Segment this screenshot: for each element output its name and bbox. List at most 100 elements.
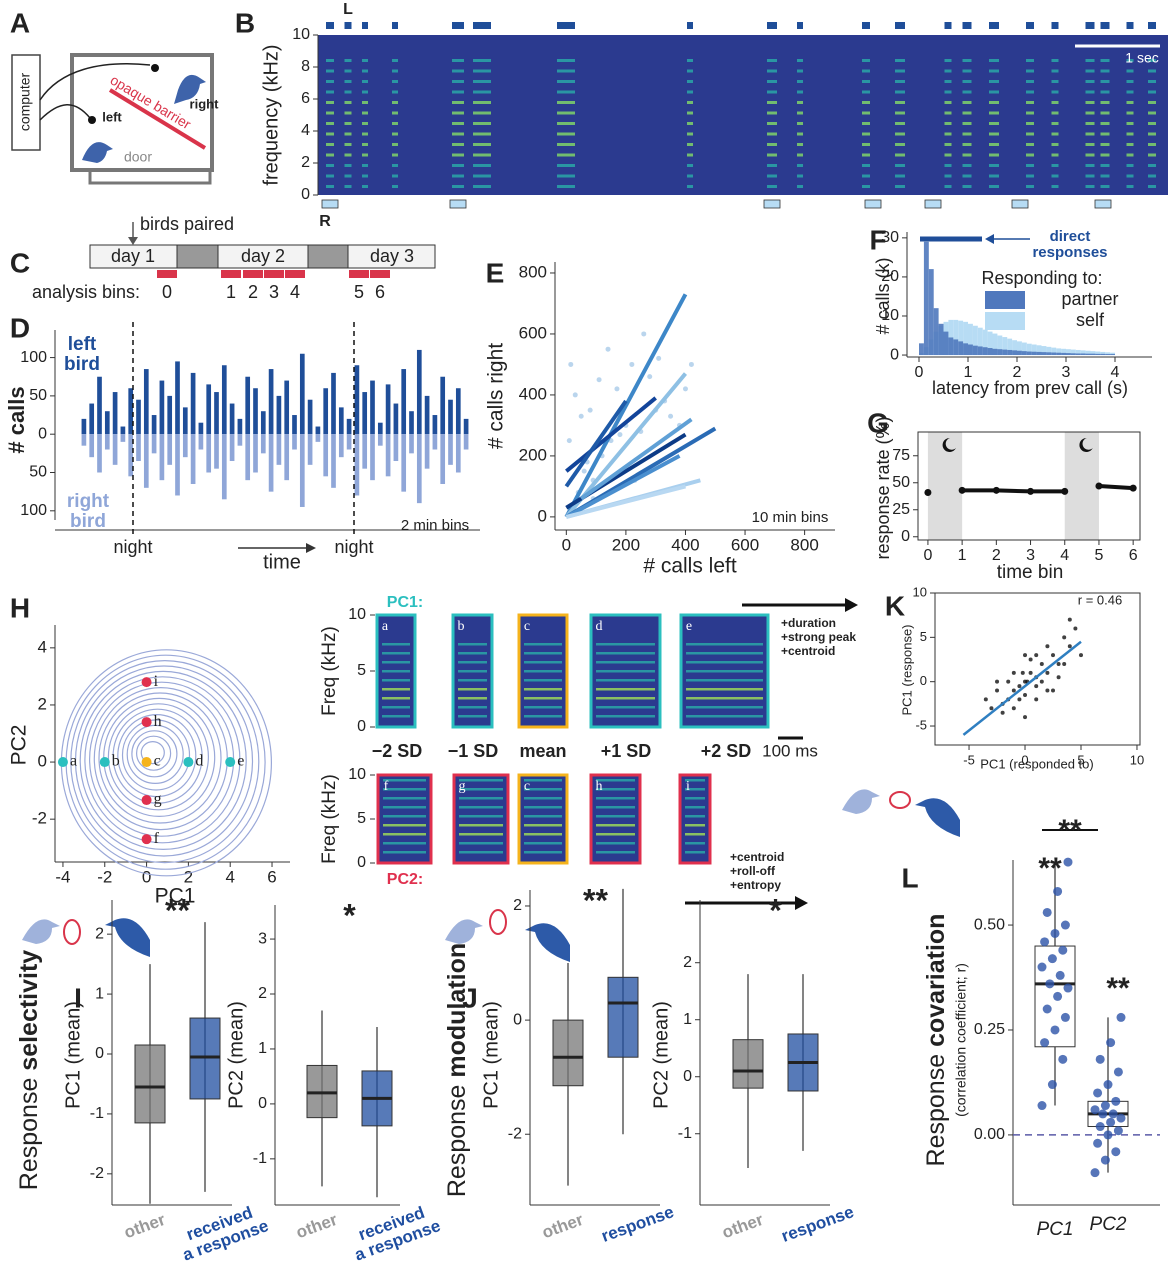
- hist-bar: [1090, 353, 1096, 356]
- harmonic: [944, 132, 952, 136]
- hist-bar: [1012, 340, 1018, 356]
- title-part: Response: [443, 1078, 471, 1198]
- scale-label: 1 sec: [1125, 50, 1158, 66]
- harmonic: [326, 122, 334, 125]
- point: [668, 413, 674, 419]
- call-marker: [1100, 22, 1110, 29]
- harmonic: [1148, 59, 1156, 62]
- harmonic: [326, 164, 334, 167]
- hist-bar: [963, 321, 969, 356]
- bar: [463, 418, 469, 435]
- harmonic: [1100, 59, 1110, 62]
- harmonic: [944, 153, 952, 157]
- harmonic: [344, 69, 352, 73]
- harmonic: [392, 122, 398, 125]
- harmonic: [344, 132, 352, 136]
- panel-letter: G: [867, 407, 889, 438]
- hist-bar: [1056, 352, 1062, 356]
- call-marker: [862, 22, 870, 29]
- call-marker: [763, 199, 781, 209]
- y-tick-label: -2: [508, 1125, 522, 1142]
- point: [995, 688, 1000, 693]
- harmonic: [383, 842, 426, 845]
- harmonic: [524, 679, 562, 682]
- schematic-label: right: [190, 96, 220, 111]
- y-tick-label: 2: [513, 897, 522, 914]
- harmonic: [458, 679, 487, 682]
- point-label: f: [154, 830, 160, 847]
- harmonic: [797, 164, 803, 167]
- harmonic: [1126, 122, 1134, 125]
- harmonic: [962, 101, 972, 104]
- mean-point: [924, 488, 932, 496]
- bar: [229, 434, 235, 462]
- call-marker: [326, 22, 334, 29]
- harmonic: [1051, 122, 1059, 125]
- call-marker: [1126, 22, 1134, 29]
- category-label: response: [599, 1202, 677, 1246]
- y-tick-label: 0: [95, 1045, 104, 1062]
- fit-line: [565, 454, 681, 519]
- hist-bar: [953, 319, 959, 356]
- harmonic: [1148, 143, 1156, 146]
- harmonic: [1126, 90, 1134, 94]
- bar: [432, 415, 438, 435]
- point: [1040, 937, 1050, 947]
- category-label: other: [539, 1210, 586, 1243]
- panel-letter: L: [901, 862, 918, 893]
- contour: [131, 730, 178, 778]
- harmonic: [962, 164, 972, 167]
- point: [1045, 979, 1055, 989]
- harmonic: [1100, 90, 1110, 94]
- mic: [88, 116, 96, 124]
- hist-bar: [992, 333, 998, 356]
- harmonic: [862, 143, 870, 146]
- harmonic: [362, 111, 368, 115]
- hist-bar: [1075, 349, 1081, 356]
- panel-letter: H: [10, 592, 30, 623]
- example-label: b: [458, 619, 465, 634]
- hist-bar: [1056, 348, 1062, 356]
- bar: [89, 434, 95, 458]
- harmonic: [557, 143, 575, 146]
- point: [572, 392, 578, 398]
- harmonic: [1051, 90, 1059, 94]
- harmonic: [1026, 185, 1034, 188]
- y-tick-label: 75: [892, 447, 910, 464]
- text-line: right: [67, 491, 110, 512]
- harmonic: [1100, 69, 1110, 73]
- harmonic: [326, 69, 334, 73]
- bird-icon: [105, 918, 150, 957]
- harmonic: [1051, 164, 1059, 167]
- sd-label: mean: [519, 741, 566, 761]
- harmonic: [459, 815, 503, 818]
- hist-bar: [1066, 349, 1071, 356]
- hist-bar: [933, 308, 939, 356]
- hist-bar: [1095, 353, 1101, 356]
- bar: [206, 384, 212, 435]
- harmonic: [797, 69, 803, 73]
- arrow-head: [128, 237, 138, 245]
- call-marker: [473, 22, 491, 29]
- harmonic: [382, 679, 410, 682]
- y-tick-label: 0: [301, 186, 310, 203]
- harmonic: [1085, 69, 1095, 73]
- y-tick-label: -2: [32, 809, 47, 828]
- bar: [323, 388, 329, 435]
- harmonic: [392, 90, 398, 94]
- y-tick-label: 2: [95, 925, 104, 942]
- harmonic: [862, 59, 870, 62]
- harmonic: [797, 122, 803, 125]
- point: [1053, 886, 1063, 896]
- bar: [463, 434, 469, 450]
- analysis-bin: [157, 270, 177, 278]
- y-tick-label: 5: [920, 629, 927, 644]
- harmonic: [767, 174, 777, 178]
- bar: [221, 434, 227, 500]
- bar: [253, 434, 258, 473]
- harmonic: [383, 833, 426, 836]
- panel-letter: J: [462, 982, 478, 1013]
- harmonic: [362, 174, 368, 178]
- harmonic: [392, 80, 398, 83]
